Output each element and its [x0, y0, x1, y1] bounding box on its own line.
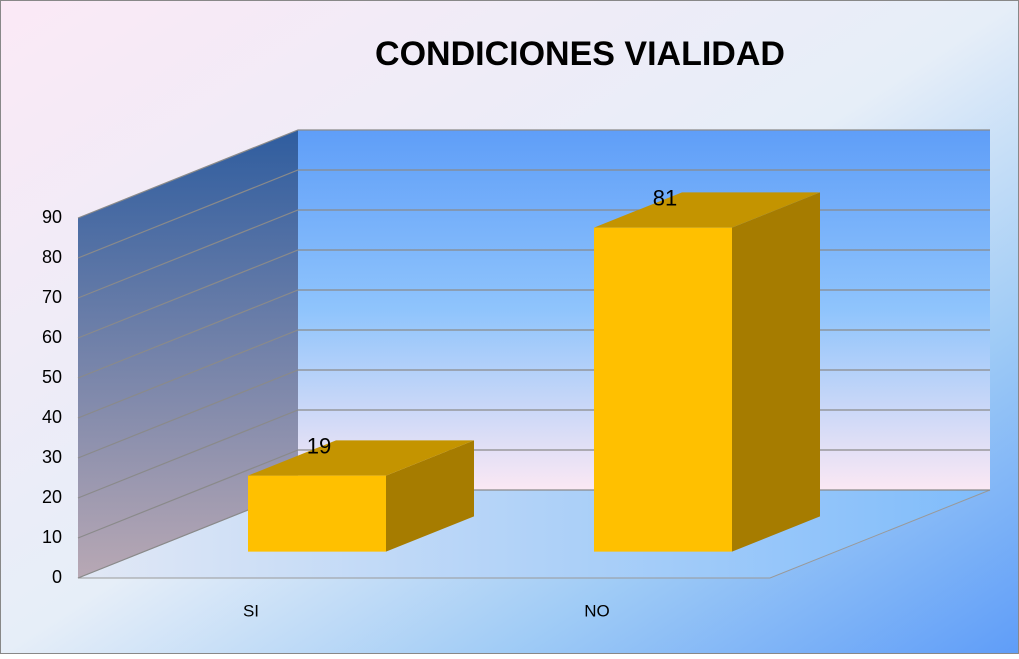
y-tick-label: 40 — [42, 407, 62, 427]
bar-front — [248, 475, 386, 552]
grid-line — [77, 169, 990, 259]
bar-top — [248, 440, 474, 476]
y-tick-label: 30 — [42, 447, 62, 467]
y-tick-label: 60 — [42, 327, 62, 347]
x-tick-label: SI — [243, 601, 259, 620]
grid-line — [77, 129, 990, 219]
y-tick-label: 70 — [42, 287, 62, 307]
y-tick-label: 20 — [42, 487, 62, 507]
side-wall — [78, 130, 298, 578]
x-tick-label: NO — [584, 601, 610, 620]
y-tick-label: 80 — [42, 247, 62, 267]
y-tick-label: 10 — [42, 527, 62, 547]
bar-side — [386, 440, 474, 552]
y-tick-label: 90 — [42, 207, 62, 227]
y-tick-label: 50 — [42, 367, 62, 387]
bar — [248, 440, 474, 552]
y-tick-label: 0 — [52, 567, 62, 587]
data-label: 19 — [307, 433, 331, 458]
bar-front — [594, 227, 732, 552]
bar-top — [594, 192, 820, 228]
bar — [594, 192, 820, 552]
data-label: 81 — [653, 185, 677, 210]
chart-title: CONDICIONES VIALIDAD — [375, 35, 785, 73]
bar-side — [732, 192, 820, 552]
